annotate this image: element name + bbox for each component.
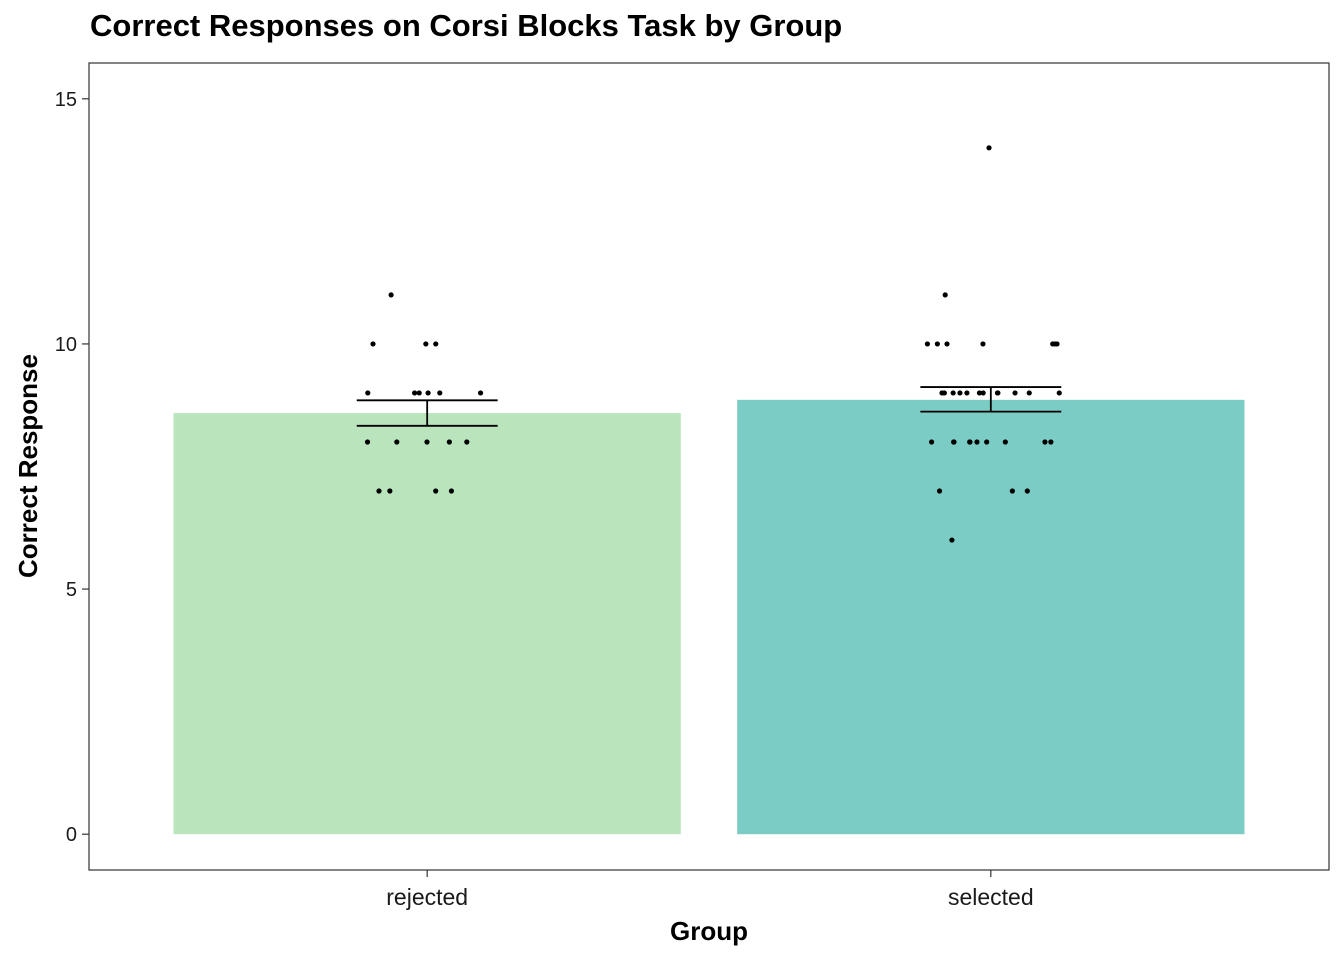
data-point-rejected <box>370 341 376 347</box>
x-axis: rejected selected <box>386 870 1034 910</box>
y-axis-title: Correct Response <box>13 354 43 578</box>
data-point-selected <box>967 439 973 445</box>
data-point-selected <box>1048 439 1054 445</box>
data-point-rejected <box>364 439 371 445</box>
bar-selected <box>737 399 1245 835</box>
plot-panel-border <box>88 62 1330 871</box>
data-point-rejected <box>424 439 430 445</box>
data-point-selected <box>944 341 950 347</box>
data-point-rejected <box>433 488 439 494</box>
data-point-rejected <box>365 390 371 396</box>
y-tick-label-15: 15 <box>55 89 77 111</box>
bar-rejected <box>173 413 681 835</box>
data-point-selected <box>957 390 963 396</box>
data-point-selected <box>980 341 986 347</box>
data-point-selected <box>964 390 970 396</box>
y-tick-label-0: 0 <box>66 824 77 846</box>
data-point-rejected <box>412 390 418 396</box>
data-point-selected <box>1042 439 1048 445</box>
data-point-rejected <box>464 439 470 445</box>
data-point-selected <box>1056 390 1062 396</box>
data-point-rejected <box>376 488 382 494</box>
data-point-selected <box>949 537 955 543</box>
data-point-selected <box>1026 390 1032 396</box>
data-point-rejected <box>477 390 484 396</box>
data-point-rejected <box>448 488 455 494</box>
data-point-selected <box>994 390 1001 396</box>
data-point-selected <box>934 341 940 347</box>
bars-layer <box>173 399 1245 835</box>
y-axis: 0 5 10 15 <box>55 89 89 846</box>
data-point-rejected <box>387 488 393 494</box>
data-point-rejected <box>433 341 439 347</box>
data-point-selected <box>974 439 980 445</box>
data-point-selected <box>924 341 931 347</box>
y-tick-label-10: 10 <box>55 334 77 356</box>
data-point-selected <box>1052 341 1058 347</box>
data-point-rejected <box>416 390 422 396</box>
points-layer <box>364 145 1062 543</box>
data-point-selected <box>928 439 935 445</box>
data-point-selected <box>951 439 957 445</box>
data-point-rejected <box>437 390 443 396</box>
data-point-selected <box>984 439 990 445</box>
data-point-rejected <box>446 439 452 445</box>
data-point-selected <box>936 488 943 494</box>
data-point-selected <box>1024 488 1030 494</box>
data-point-selected <box>942 292 948 298</box>
data-point-rejected <box>423 341 429 347</box>
data-point-rejected <box>425 390 431 396</box>
data-point-selected <box>1002 439 1008 445</box>
data-point-selected <box>950 390 956 396</box>
x-tick-label-rejected: rejected <box>386 884 468 910</box>
data-point-selected <box>1009 488 1015 494</box>
x-axis-title: Group <box>670 916 748 946</box>
data-point-selected <box>986 145 992 151</box>
data-point-selected <box>1012 390 1018 396</box>
data-point-rejected <box>394 439 400 445</box>
data-point-rejected <box>388 292 394 298</box>
x-tick-label-selected: selected <box>948 884 1034 910</box>
chart-title: Correct Responses on Corsi Blocks Task b… <box>90 8 843 43</box>
error-bars-layer <box>356 386 1062 427</box>
data-point-selected <box>976 390 983 396</box>
data-point-selected <box>939 390 945 396</box>
data-point-selected <box>980 390 986 396</box>
y-tick-label-5: 5 <box>66 579 77 601</box>
